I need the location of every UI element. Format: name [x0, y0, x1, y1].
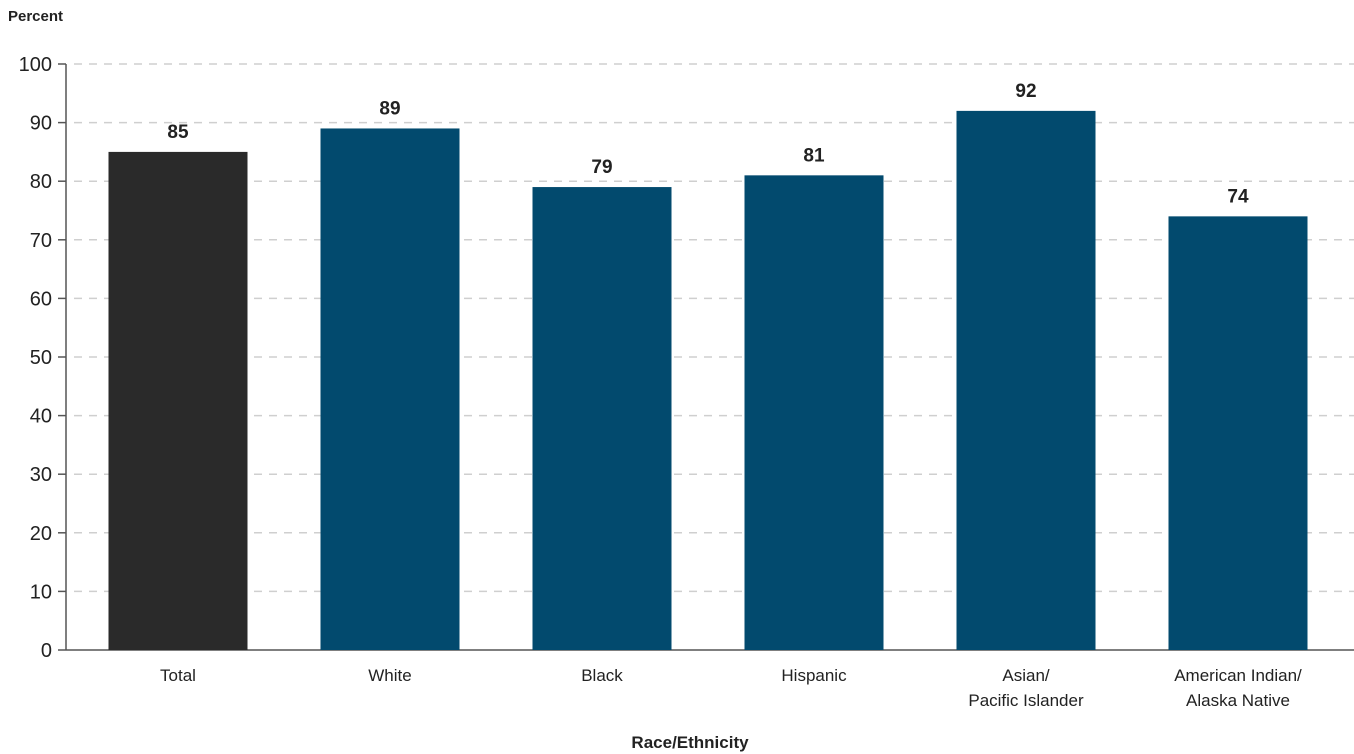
x-category-label: American Indian/ — [1174, 666, 1302, 685]
y-axis-title: Percent — [8, 8, 63, 25]
bar — [108, 151, 248, 650]
axes — [58, 63, 1354, 651]
bar — [1168, 216, 1308, 651]
bar-value-label: 89 — [379, 98, 400, 119]
gridlines — [74, 63, 1354, 593]
bar-value-label: 81 — [803, 145, 825, 166]
bar — [744, 175, 884, 650]
y-tick-label: 0 — [41, 640, 52, 662]
y-tick-label: 60 — [30, 288, 52, 310]
x-category-label: Asian/ — [1002, 666, 1050, 685]
x-category-label: Pacific Islander — [968, 691, 1084, 710]
x-axis-title: Race/Ethnicity — [631, 733, 749, 752]
bar-value-label: 92 — [1015, 81, 1036, 102]
y-tick-label: 30 — [30, 464, 52, 486]
bar-value-label: 74 — [1227, 186, 1249, 207]
bar — [320, 128, 460, 650]
x-category-label: Alaska Native — [1186, 691, 1290, 710]
labels: 0 10 20 30 40 50 60 70 80 90 100 85 Total 89 White 79 Bl… — [19, 54, 1302, 710]
y-tick-label: 50 — [30, 347, 52, 369]
bar-value-label: 79 — [591, 157, 612, 178]
x-category-label: Black — [581, 666, 623, 685]
x-category-label: Total — [160, 666, 196, 685]
y-tick-label: 100 — [19, 54, 52, 76]
x-category-label: White — [368, 666, 411, 685]
y-tick-label: 70 — [30, 230, 52, 252]
bar-value-label: 85 — [167, 122, 189, 143]
y-tick-label: 90 — [30, 113, 52, 135]
bar — [532, 187, 672, 650]
y-tick-label: 80 — [30, 171, 52, 193]
y-tick-label: 20 — [30, 523, 52, 545]
bar — [956, 110, 1096, 650]
y-tick-label: 10 — [30, 581, 52, 603]
x-category-label: Hispanic — [781, 666, 847, 685]
bars — [108, 110, 1308, 651]
y-tick-label: 40 — [30, 406, 52, 428]
